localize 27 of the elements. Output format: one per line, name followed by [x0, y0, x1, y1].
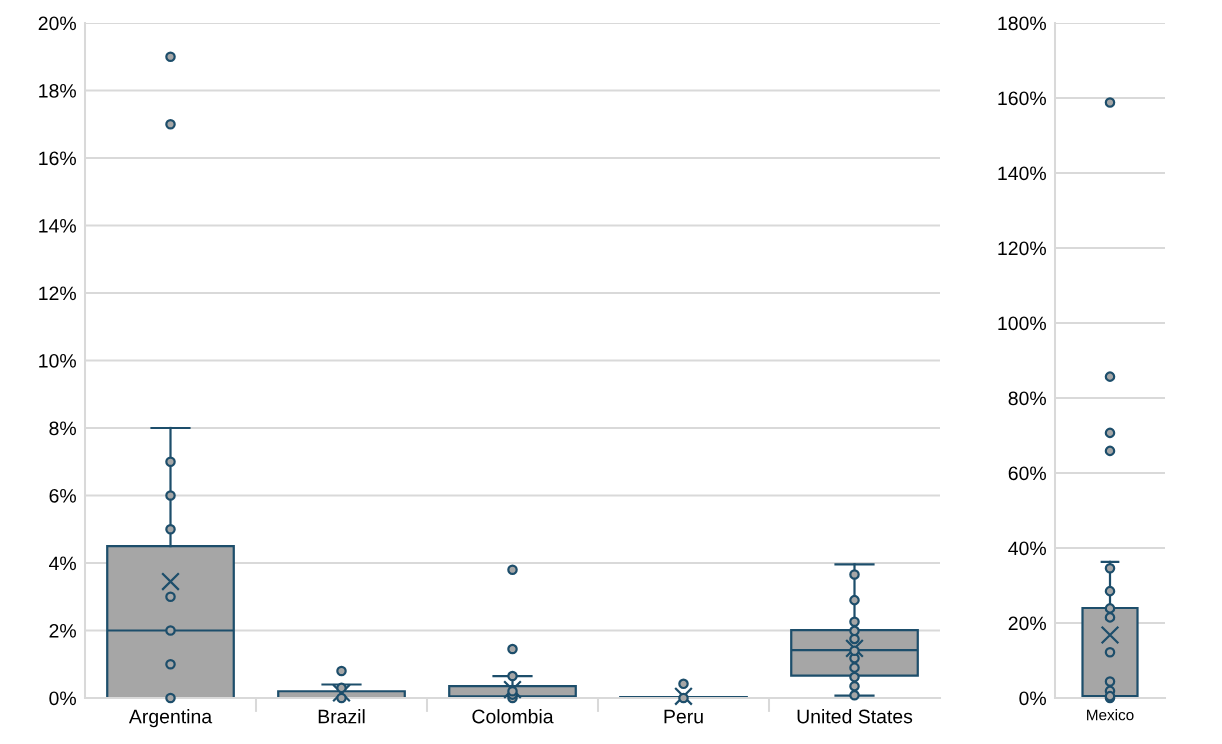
x-tick-label: Peru [664, 709, 703, 724]
y-tick-label: 60% [1008, 466, 1046, 481]
y-tick-label: 8% [49, 421, 76, 436]
y-tick-label: 120% [998, 241, 1046, 256]
y-tick-label: 4% [49, 556, 76, 571]
y-tick-label: 14% [39, 219, 76, 233]
y-tick-label: 0% [49, 691, 76, 706]
y-tick-label: 18% [39, 83, 76, 98]
x-tick-label: Mexico [1087, 709, 1134, 721]
y-tick-label: 12% [39, 286, 76, 301]
y-tick-label: 6% [49, 488, 76, 503]
y-tick-label: 0% [1019, 691, 1046, 706]
x-tick-label: Argentina [128, 709, 213, 728]
y-tick-label: 160% [998, 91, 1046, 106]
y-tick-label: 180% [998, 16, 1046, 31]
y-tick-label: 20% [1008, 616, 1046, 631]
y-tick-label: 16% [39, 151, 76, 166]
y-tick-label: 140% [998, 166, 1046, 181]
y-tick-label: 10% [39, 353, 76, 368]
x-tick-label: United States [797, 709, 913, 724]
y-tick-label: 40% [1008, 541, 1046, 556]
y-tick-label: 100% [998, 316, 1046, 331]
y-tick-label: 20% [38, 16, 76, 31]
x-tick-label: Colombia [472, 709, 554, 724]
y-tick-label: 2% [49, 623, 76, 638]
x-tick-label: Brazil [318, 709, 365, 724]
y-tick-label: 80% [1008, 391, 1046, 406]
